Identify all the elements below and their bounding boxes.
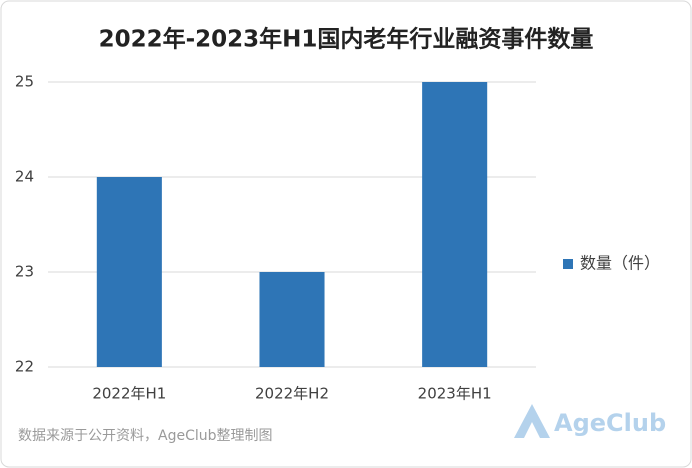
bar [422, 82, 488, 367]
logo: AgeClub [514, 404, 666, 438]
bar [96, 177, 162, 367]
logo-text: AgeClub [554, 409, 666, 437]
legend-label: 数量（件） [580, 254, 660, 273]
legend-swatch [563, 259, 573, 269]
x-tick-label: 2023年H1 [418, 385, 492, 403]
logo-icon [514, 404, 550, 438]
y-tick-label: 22 [15, 358, 34, 376]
x-tick-label: 2022年H2 [255, 385, 329, 403]
source-note: 数据来源于公开资料，AgeClub整理制图 [18, 428, 273, 444]
bar [259, 272, 325, 367]
y-tick-label: 23 [15, 263, 34, 281]
chart-title: 2022年-2023年H1国内老年行业融资事件数量 [99, 26, 594, 53]
y-tick-label: 24 [15, 168, 34, 186]
y-tick-label: 25 [15, 73, 34, 91]
x-tick-label: 2022年H1 [92, 385, 166, 403]
